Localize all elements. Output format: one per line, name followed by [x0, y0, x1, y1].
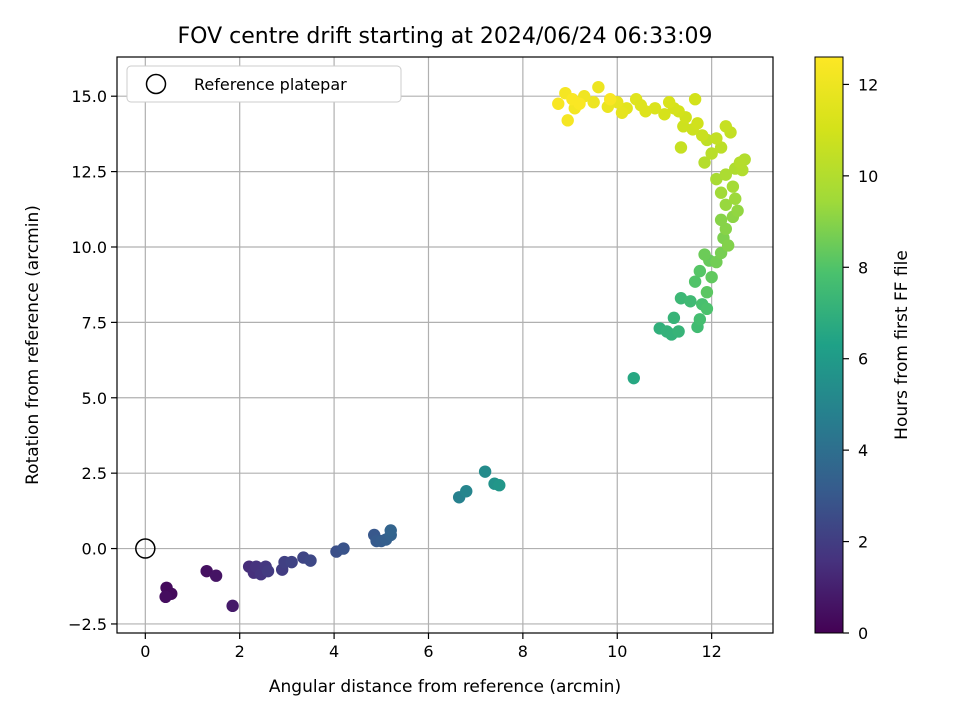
x-axis-label: Angular distance from reference (arcmin)	[269, 677, 621, 697]
data-point	[691, 117, 704, 130]
legend-reference-marker	[145, 73, 167, 95]
data-point	[731, 204, 744, 218]
data-point	[710, 172, 723, 186]
data-point	[729, 192, 742, 205]
data-point	[460, 485, 473, 498]
legend-label: Reference platepar	[194, 75, 347, 94]
data-point	[698, 156, 711, 169]
data-point	[672, 325, 685, 338]
grid-lines	[117, 57, 773, 633]
colorbar: 0 2 4 6 8 10 12 Hours from first FF file	[814, 56, 912, 643]
x-axis-ticks: 0 2 4 6 8 10 12	[140, 633, 722, 661]
data-point	[719, 168, 733, 181]
plot-area	[116, 56, 774, 634]
legend-box	[126, 65, 402, 103]
colorbar-ticks: 0 2 4 6 8 10 12	[843, 75, 878, 643]
data-point	[733, 156, 747, 169]
colorbar-tick-label: 8	[858, 258, 868, 277]
y-tick-label: 15.0	[71, 87, 107, 106]
x-tick-label: 0	[140, 642, 150, 661]
colorbar-tick-label: 12	[858, 75, 878, 94]
data-point	[696, 129, 709, 142]
data-point	[700, 302, 714, 316]
data-point	[684, 295, 697, 308]
data-point	[200, 564, 213, 578]
data-point	[662, 96, 676, 109]
x-tick-label: 2	[235, 642, 245, 661]
reference-platepar-marker	[135, 538, 156, 559]
y-tick-label: 12.5	[71, 163, 107, 182]
data-point	[710, 132, 723, 145]
colorbar-tick-label: 6	[858, 350, 868, 369]
data-point	[693, 264, 707, 278]
plot-frame	[116, 56, 774, 634]
colorbar-tick-label: 10	[858, 167, 878, 186]
data-point	[688, 93, 702, 106]
data-point	[721, 239, 735, 252]
data-point	[667, 311, 681, 325]
data-point	[493, 479, 506, 492]
data-points	[159, 80, 751, 613]
data-point	[658, 108, 671, 121]
data-point	[615, 106, 629, 119]
data-point	[674, 141, 688, 154]
data-point	[714, 213, 728, 227]
colorbar-tick-label: 2	[858, 533, 868, 552]
y-tick-label: 0.0	[82, 540, 107, 559]
data-point	[714, 186, 728, 199]
data-point	[478, 465, 492, 478]
data-point	[726, 180, 740, 193]
legend: Reference platepar	[126, 65, 402, 103]
data-point	[688, 275, 702, 288]
data-point	[226, 599, 239, 613]
x-tick-label: 6	[423, 642, 433, 661]
x-tick-label: 10	[607, 642, 627, 661]
data-point	[648, 102, 662, 115]
data-point	[552, 97, 565, 110]
data-point	[573, 97, 586, 110]
y-axis-label: Rotation from reference (arcmin)	[23, 205, 43, 485]
data-point	[587, 96, 600, 109]
y-tick-label: −2.5	[68, 615, 107, 634]
y-tick-label: 2.5	[82, 464, 107, 483]
chart-title: FOV centre drift starting at 2024/06/24 …	[178, 24, 713, 49]
data-point	[634, 99, 648, 112]
data-point	[719, 120, 733, 133]
x-tick-label: 4	[329, 642, 339, 661]
x-tick-label: 12	[701, 642, 721, 661]
data-point	[561, 114, 574, 127]
data-point	[603, 93, 617, 106]
data-point	[693, 313, 707, 326]
data-point	[209, 569, 223, 582]
data-point	[261, 564, 275, 578]
x-tick-label: 8	[518, 642, 528, 661]
colorbar-tick-label: 4	[858, 441, 868, 460]
y-tick-label: 5.0	[82, 389, 107, 408]
data-point	[592, 80, 605, 94]
colorbar-label: Hours from first FF file	[892, 250, 912, 440]
y-tick-label: 10.0	[71, 238, 107, 257]
y-axis-ticks: −2.5 0.0 2.5 5.0 7.5 10.0 12.5 15.0	[68, 87, 117, 634]
data-point	[674, 292, 688, 305]
data-point	[285, 555, 298, 569]
data-point	[159, 590, 172, 604]
y-tick-label: 7.5	[82, 313, 107, 332]
data-point	[337, 542, 350, 555]
data-point	[627, 371, 640, 385]
data-point	[700, 286, 714, 299]
data-point	[705, 270, 718, 284]
data-point	[705, 147, 718, 160]
data-point	[384, 524, 397, 537]
data-point	[304, 554, 317, 567]
colorbar-gradient	[814, 56, 844, 634]
data-point	[698, 248, 711, 261]
colorbar-tick-label: 0	[858, 624, 868, 643]
data-point	[719, 198, 733, 211]
